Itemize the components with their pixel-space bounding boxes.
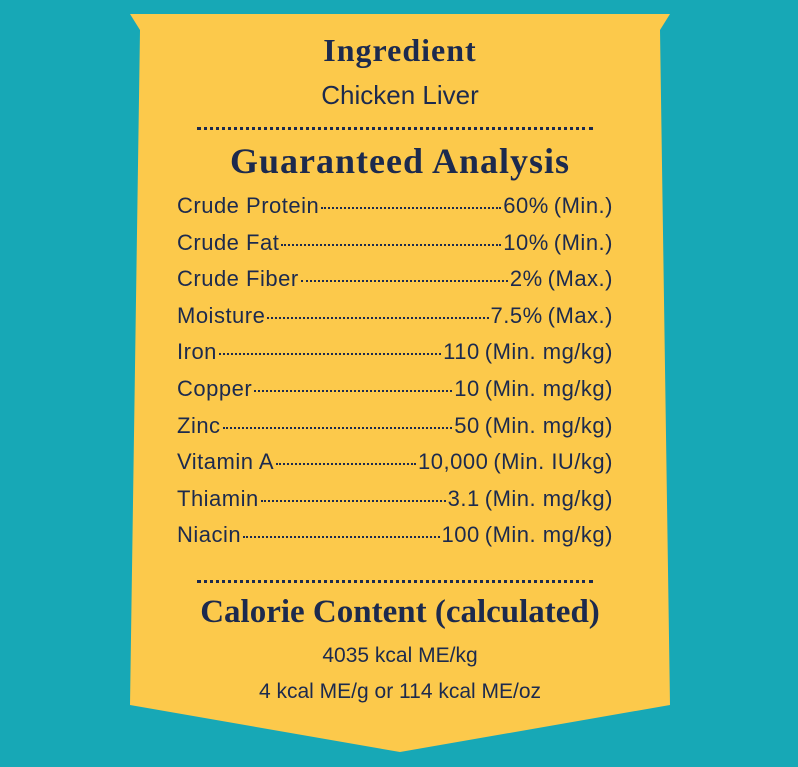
nutrient-name: Crude Fiber [177,266,299,292]
analysis-row: Iron 110 (Min. mg/kg) [177,339,613,376]
analysis-row: Vitamin A 10,000 (Min. IU/kg) [177,449,613,486]
nutrient-unit: (Min. IU/kg) [493,449,613,475]
ingredient-title: Ingredient [323,32,477,68]
nutrient-name: Vitamin A [177,449,275,475]
nutrient-name: Thiamin [177,485,259,511]
dot-leader [300,280,508,283]
dot-leader [222,426,453,429]
nutrient-name: Iron [177,339,217,365]
nutrient-name: Zinc [177,412,221,438]
analysis-table: Crude Protein 60% (Min.) Crude Fat 10% (Min.)… [177,193,613,559]
analysis-row: Copper 10 (Min. mg/kg) [177,376,613,413]
ingredient-value: Chicken Liver [321,80,479,110]
dot-leader [321,207,502,209]
nutrient-name: Crude Protein [177,193,320,218]
nutrient-value: 7.5% [490,302,543,328]
nutrient-value: 60% [503,193,549,218]
nutrient-value: 3.1 [447,485,480,511]
nutrient-unit: (Min. mg/kg) [484,339,613,365]
divider [197,580,593,583]
dot-leader [281,243,502,246]
dot-leader [243,536,440,539]
nutrient-name: Copper [177,375,253,401]
dot-leader [267,316,489,319]
nutrient-name: Moisture [177,302,266,328]
analysis-row: Crude Fiber 2% (Max.) [177,266,613,303]
dot-leader [260,499,446,502]
calorie-line: 4 kcal ME/g or 114 kcal ME/oz [258,680,542,703]
nutrient-value: 10% [503,229,549,255]
calorie-line: 4035 kcal ME/kg [322,644,478,667]
nutrient-unit: (Min. mg/kg) [484,485,613,511]
nutrient-value: 2% [509,266,543,292]
dot-leader [218,353,442,356]
nutrient-unit: (Min.) [553,229,613,255]
nutrient-unit: (Max.) [547,302,613,328]
nutrient-name: Crude Fat [177,229,280,255]
analysis-row: Moisture 7.5% (Max.) [177,303,613,340]
nutrient-unit: (Min. mg/kg) [484,412,613,438]
nutrient-name: Niacin [177,522,242,548]
analysis-row: Thiamin 3.1 (Min. mg/kg) [177,486,613,523]
nutrient-unit: (Min. mg/kg) [484,522,613,548]
nutrient-value: 50 [454,412,480,438]
nutrient-value: 10,000 [418,449,489,475]
dot-leader [276,463,417,466]
analysis-title: Guaranteed Analysis [229,141,571,181]
analysis-row: Niacin 100 (Min. mg/kg) [177,522,613,559]
nutrient-value: 100 [441,522,480,548]
banner [130,14,670,752]
nutrient-value: 10 [454,375,480,401]
nutrient-unit: (Min.) [553,193,613,218]
nutrient-value: 110 [443,339,480,365]
analysis-row: Crude Protein 60% (Min.) [177,193,613,230]
nutrient-unit: (Max.) [547,266,613,292]
nutrient-unit: (Min. mg/kg) [484,375,613,401]
dot-leader [254,389,453,392]
divider [197,127,593,130]
analysis-row: Crude Fat 10% (Min.) [177,230,613,267]
calorie-title: Calorie Content (calculated) [200,594,600,630]
analysis-row: Zinc 50 (Min. mg/kg) [177,413,613,450]
